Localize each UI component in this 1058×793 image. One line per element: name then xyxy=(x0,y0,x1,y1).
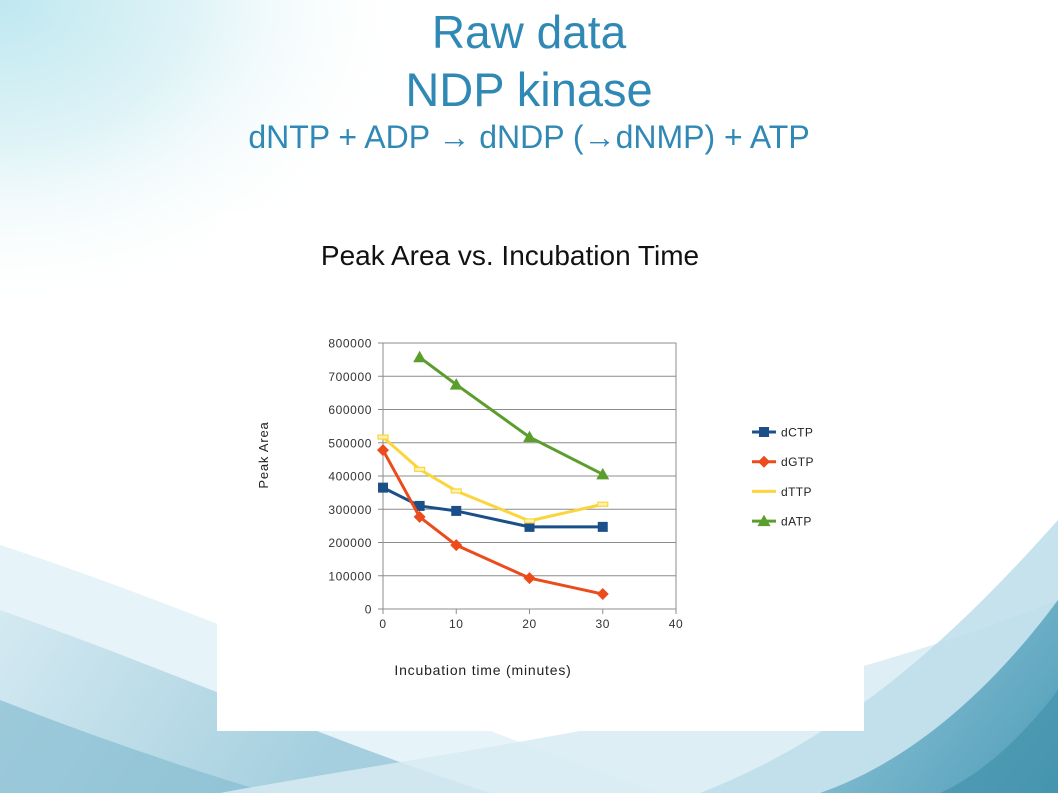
legend-item-dctp: dCTP xyxy=(752,426,813,440)
legend-marker-datp xyxy=(757,514,771,527)
legend-label-dttp: dTTP xyxy=(781,485,812,499)
data-point-dgtp-2 xyxy=(450,539,463,552)
y-tick-label: 800000 xyxy=(328,337,372,351)
y-tick-label: 700000 xyxy=(328,370,372,384)
slide-subtitle: NDP kinase xyxy=(405,63,653,116)
chart-title: Peak Area vs. Incubation Time xyxy=(321,240,699,271)
series-layer xyxy=(377,350,610,601)
series-dttp xyxy=(377,434,609,524)
series-dgtp xyxy=(377,444,609,601)
data-point-dctp-2 xyxy=(451,505,462,516)
legend-item-datp: dATP xyxy=(752,514,812,529)
legend-marker-dgtp xyxy=(758,455,770,468)
y-axis-title: Peak Area xyxy=(256,421,271,488)
data-point-datp-2 xyxy=(523,430,536,443)
gridlines xyxy=(383,342,676,610)
data-point-datp-1 xyxy=(449,378,463,390)
legend-label-dgtp: dGTP xyxy=(781,455,814,469)
y-tick-label: 0 xyxy=(365,603,372,617)
data-point-dctp-3 xyxy=(524,521,535,532)
y-tick-label: 300000 xyxy=(328,503,372,517)
y-tick-label: 100000 xyxy=(328,569,372,583)
background-wave-left-dark xyxy=(0,700,270,793)
axes: 0 100000 200000 300000 400000 500000 600000 700… xyxy=(328,337,684,632)
legend-label-datp: dATP xyxy=(781,515,812,529)
legend-label-dctp: dCTP xyxy=(781,426,813,440)
legend-item-dgtp: dGTP xyxy=(752,455,814,469)
data-point-datp-0 xyxy=(413,350,427,363)
legend: dCTP dGTP dTTP dATP xyxy=(752,426,814,529)
background-wave-right-mid xyxy=(820,600,1058,793)
x-tick-label: 10 xyxy=(449,617,464,631)
data-point-dctp-0 xyxy=(378,482,388,493)
y-tick-label: 500000 xyxy=(328,436,372,450)
data-point-dttp-3 xyxy=(523,518,536,524)
data-point-dttp-4 xyxy=(597,501,609,507)
data-point-dttp-1 xyxy=(414,466,426,472)
data-point-dgtp-0 xyxy=(377,444,389,457)
legend-item-dttp: dTTP xyxy=(752,485,812,499)
reaction-equation: dNTP + ADP → dNDP (→dNMP) + ATP xyxy=(248,119,810,155)
series-dctp xyxy=(378,482,608,532)
legend-marker-dctp xyxy=(759,427,769,437)
slide-title: Raw data xyxy=(431,6,627,58)
x-tick-label: 20 xyxy=(522,617,537,631)
y-tick-label: 200000 xyxy=(328,536,372,550)
background-wave-right-dark xyxy=(940,690,1058,793)
series-line-datp xyxy=(418,356,604,476)
x-tick-label: 0 xyxy=(379,617,386,631)
x-axis-title: Incubation time (minutes) xyxy=(394,662,571,678)
data-point-dctp-1 xyxy=(414,500,425,511)
data-point-dgtp-4 xyxy=(596,588,609,601)
line-chart: Peak Area vs. Incubation Time 0100000200… xyxy=(256,240,814,678)
chart-container: Peak Area vs. Incubation Time 0 100000 200… xyxy=(217,213,864,731)
y-tick-label: 400000 xyxy=(328,470,372,484)
data-point-dctp-4 xyxy=(597,521,608,532)
data-point-dttp-2 xyxy=(450,488,462,494)
data-point-dttp-0 xyxy=(377,434,389,440)
x-tick-label: 30 xyxy=(595,617,610,631)
data-point-dgtp-3 xyxy=(523,572,536,585)
data-point-datp-3 xyxy=(596,467,610,480)
y-tick-label: 600000 xyxy=(328,403,372,417)
series-datp xyxy=(413,350,610,480)
x-tick-label: 40 xyxy=(669,617,684,631)
